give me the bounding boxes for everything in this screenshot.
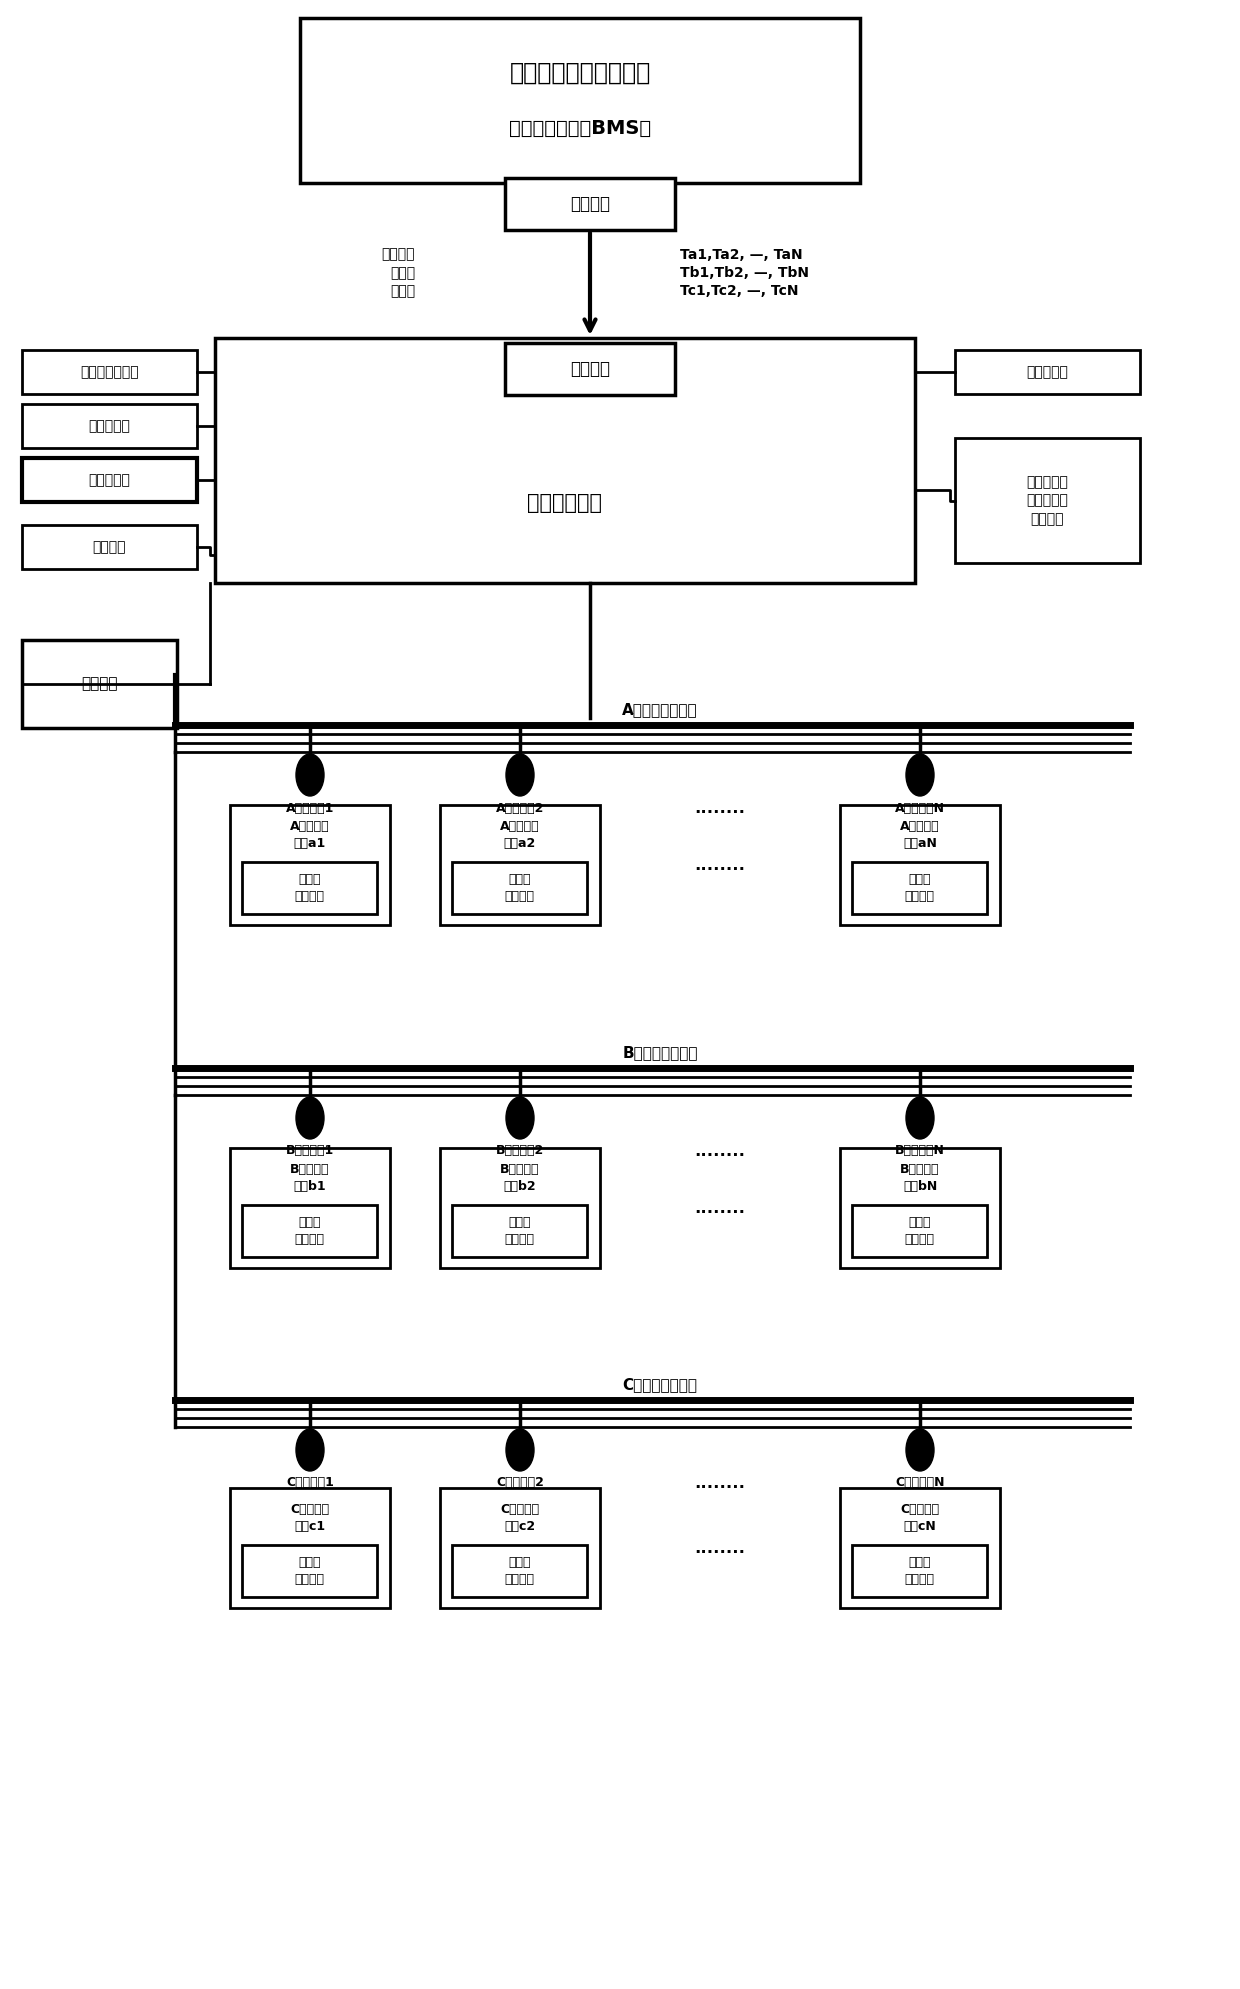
Text: C相喂洒头N: C相喂洒头N bbox=[895, 1476, 945, 1490]
Bar bbox=[453, 1205, 587, 1257]
Text: 用户开关: 用户开关 bbox=[93, 539, 126, 555]
Text: 内置温
度传感器: 内置温 度传感器 bbox=[295, 1555, 325, 1585]
Ellipse shape bbox=[296, 1098, 324, 1140]
Text: C相储能电
池组c1: C相储能电 池组c1 bbox=[290, 1504, 330, 1534]
Text: 储能电池
超温告
警信号: 储能电池 超温告 警信号 bbox=[382, 247, 415, 298]
Text: A相喂洒头1: A相喂洒头1 bbox=[285, 802, 335, 815]
Ellipse shape bbox=[906, 754, 934, 796]
Text: ........: ........ bbox=[694, 1142, 745, 1160]
Text: 内置温
度传感器: 内置温 度传感器 bbox=[295, 1215, 325, 1245]
Text: B相喂洒头2: B相喂洒头2 bbox=[496, 1144, 544, 1158]
Text: 电池管理系统（BMS）: 电池管理系统（BMS） bbox=[508, 119, 651, 137]
Bar bbox=[22, 350, 197, 394]
Text: 消防水泵: 消防水泵 bbox=[82, 676, 118, 692]
Text: A相储能电
池组a2: A相储能电 池组a2 bbox=[500, 819, 539, 849]
Text: C相喂洒头1: C相喂洒头1 bbox=[286, 1476, 334, 1490]
Text: B相喂洒头1: B相喂洒头1 bbox=[286, 1144, 334, 1158]
Text: A相喂洒头N: A相喂洒头N bbox=[895, 802, 945, 815]
Bar bbox=[22, 525, 197, 569]
Text: 内置温
度传感器: 内置温 度传感器 bbox=[505, 1215, 534, 1245]
Text: 烟雾探测器: 烟雾探测器 bbox=[88, 473, 130, 487]
Text: C相储能电
池组cN: C相储能电 池组cN bbox=[900, 1504, 940, 1534]
Bar bbox=[300, 18, 861, 183]
Text: ........: ........ bbox=[694, 1474, 745, 1492]
Text: ........: ........ bbox=[694, 1539, 745, 1557]
Text: B相水喂洒淋管网: B相水喂洒淋管网 bbox=[622, 1046, 698, 1060]
Text: B相储能电
池组b1: B相储能电 池组b1 bbox=[290, 1164, 330, 1193]
Text: 高压直挂电池储能系统: 高压直挂电池储能系统 bbox=[510, 62, 651, 86]
Text: 消防控制主机: 消防控制主机 bbox=[527, 493, 603, 513]
Bar bbox=[839, 806, 999, 925]
Bar bbox=[215, 338, 915, 583]
Bar bbox=[453, 1545, 587, 1597]
Bar bbox=[852, 1205, 987, 1257]
Bar bbox=[440, 806, 600, 925]
Text: A相储能电
池组aN: A相储能电 池组aN bbox=[900, 819, 940, 849]
Text: A相储能电
池组a1: A相储能电 池组a1 bbox=[290, 819, 330, 849]
Bar bbox=[229, 1488, 391, 1607]
Bar bbox=[955, 438, 1140, 563]
Text: ........: ........ bbox=[694, 800, 745, 817]
Bar bbox=[229, 1148, 391, 1269]
Text: 声光报警器: 声光报警器 bbox=[1027, 366, 1069, 380]
Bar bbox=[242, 1545, 377, 1597]
Bar bbox=[22, 640, 177, 728]
Text: 高压直挂电
池储能系统
急停开关: 高压直挂电 池储能系统 急停开关 bbox=[1027, 475, 1069, 525]
Text: 内置温
度传感器: 内置温 度传感器 bbox=[295, 873, 325, 903]
Text: ........: ........ bbox=[694, 855, 745, 873]
Bar bbox=[839, 1148, 999, 1269]
Bar bbox=[242, 1205, 377, 1257]
Bar bbox=[22, 457, 197, 501]
Text: C相喂洒头2: C相喂洒头2 bbox=[496, 1476, 544, 1490]
Ellipse shape bbox=[906, 1098, 934, 1140]
Bar bbox=[440, 1488, 600, 1607]
Text: B相储能电
池组b2: B相储能电 池组b2 bbox=[500, 1164, 539, 1193]
Bar bbox=[852, 861, 987, 915]
Ellipse shape bbox=[506, 1428, 534, 1472]
Text: A相喂洒头2: A相喂洒头2 bbox=[496, 802, 544, 815]
Ellipse shape bbox=[906, 1428, 934, 1472]
Text: Ta1,Ta2, —, TaN
Tb1,Tb2, —, TbN
Tc1,Tc2, —, TcN: Ta1,Ta2, —, TaN Tb1,Tb2, —, TbN Tc1,Tc2,… bbox=[680, 247, 808, 298]
Ellipse shape bbox=[296, 754, 324, 796]
Bar bbox=[242, 861, 377, 915]
Bar bbox=[839, 1488, 999, 1607]
Text: 内置温
度传感器: 内置温 度传感器 bbox=[505, 1555, 534, 1585]
Text: C相储能电
池组c2: C相储能电 池组c2 bbox=[501, 1504, 539, 1534]
Bar bbox=[440, 1148, 600, 1269]
Text: 通信接口: 通信接口 bbox=[570, 360, 610, 378]
Text: 内置温
度传感器: 内置温 度传感器 bbox=[904, 873, 935, 903]
Text: A相水喂洒淋管网: A相水喂洒淋管网 bbox=[622, 702, 698, 718]
Ellipse shape bbox=[506, 754, 534, 796]
Text: 气体探测器: 气体探测器 bbox=[88, 420, 130, 434]
Bar bbox=[22, 404, 197, 448]
Text: B相喂洒头N: B相喂洒头N bbox=[895, 1144, 945, 1158]
Ellipse shape bbox=[296, 1428, 324, 1472]
Bar bbox=[505, 342, 675, 396]
Text: 内置温
度传感器: 内置温 度传感器 bbox=[904, 1555, 935, 1585]
Bar bbox=[852, 1545, 987, 1597]
Text: C相水喂洒淋管网: C相水喂洒淋管网 bbox=[622, 1378, 697, 1392]
Text: 通信接口: 通信接口 bbox=[570, 195, 610, 213]
Bar bbox=[505, 177, 675, 231]
Bar bbox=[229, 806, 391, 925]
Text: 内置温
度传感器: 内置温 度传感器 bbox=[904, 1215, 935, 1245]
Text: B相储能电
池组bN: B相储能电 池组bN bbox=[900, 1164, 940, 1193]
Bar bbox=[453, 861, 587, 915]
Text: 环境温度探测器: 环境温度探测器 bbox=[81, 366, 139, 380]
Ellipse shape bbox=[506, 1098, 534, 1140]
Bar bbox=[955, 350, 1140, 394]
Text: ........: ........ bbox=[694, 1199, 745, 1217]
Text: 内置温
度传感器: 内置温 度传感器 bbox=[505, 873, 534, 903]
